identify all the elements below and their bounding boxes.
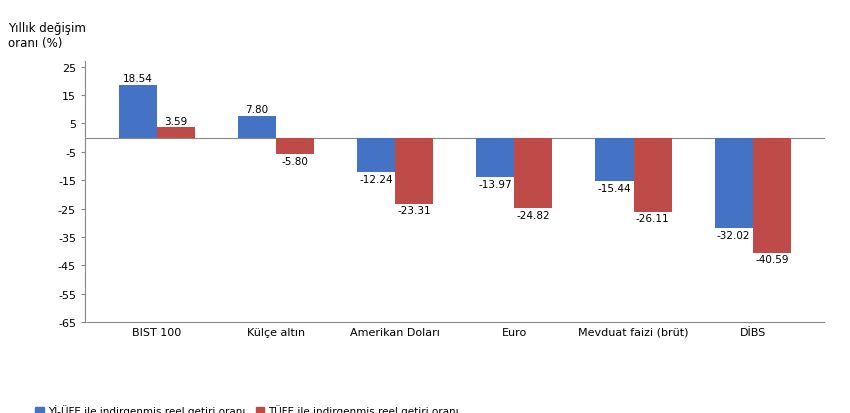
Bar (715, 138, 753, 229)
Text: 18.54: 18.54 (122, 74, 153, 84)
Text: 3.59: 3.59 (164, 116, 188, 126)
Text: 7.80: 7.80 (246, 104, 269, 114)
Bar (238, 116, 276, 138)
Text: -40.59: -40.59 (755, 255, 789, 265)
Bar (119, 86, 156, 138)
Text: -15.44: -15.44 (598, 184, 632, 194)
Text: -23.31: -23.31 (398, 206, 431, 216)
Text: -12.24: -12.24 (360, 175, 393, 185)
Bar (753, 138, 790, 253)
Text: Yıllık değişim
oranı (%): Yıllık değişim oranı (%) (8, 21, 87, 50)
Text: -32.02: -32.02 (717, 230, 751, 240)
Bar (276, 138, 314, 155)
Bar (476, 138, 514, 178)
Bar (357, 138, 395, 173)
Bar (633, 138, 672, 212)
Legend: Yİ-ÜFE ile indirgenmiş reel getiri oranı, TÜFE ile indirgenmiş reel getiri oranı: Yİ-ÜFE ile indirgenmiş reel getiri oranı… (31, 400, 462, 413)
Bar (156, 128, 195, 138)
Text: -5.80: -5.80 (281, 157, 309, 166)
Text: -26.11: -26.11 (636, 214, 670, 224)
Text: -13.97: -13.97 (479, 180, 512, 190)
Text: -24.82: -24.82 (517, 210, 550, 220)
Bar (595, 138, 633, 182)
Bar (514, 138, 552, 209)
Bar (395, 138, 434, 204)
